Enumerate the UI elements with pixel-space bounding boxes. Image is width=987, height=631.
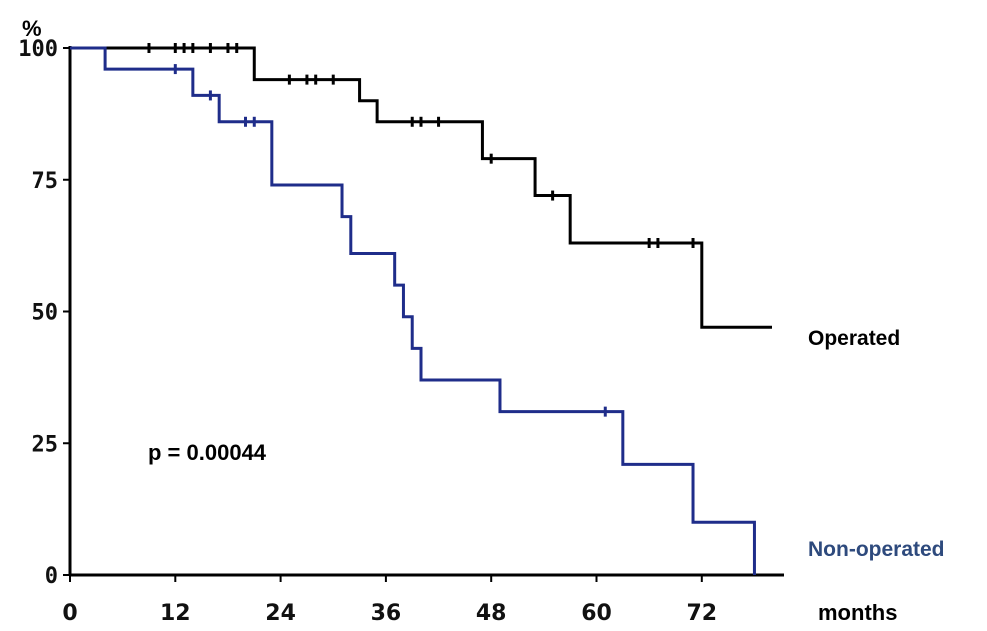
pvalue-annotation: p = 0.00044 — [148, 440, 267, 465]
y-tick-label: 25 — [32, 432, 59, 457]
y-tick-label: 50 — [32, 301, 59, 326]
y-tick-label: 0 — [45, 564, 58, 589]
series-non-operated: Non-operated — [70, 46, 945, 575]
series-operated: Operated — [70, 43, 900, 350]
series-group: Operated Non-operated — [70, 43, 945, 575]
x-tick-label: 0 — [62, 601, 77, 626]
x-tick-label: 12 — [160, 601, 191, 626]
axes — [68, 46, 784, 577]
x-ticks: 0 12 24 36 48 60 72 — [62, 575, 717, 626]
y-ticks: 0 25 50 75 100 — [18, 37, 70, 589]
y-tick-label: 100 — [18, 37, 58, 62]
survival-curve — [70, 46, 772, 329]
y-tick-label: 75 — [32, 169, 59, 194]
x-axis-label: months — [818, 600, 897, 625]
x-tick-label: 60 — [581, 601, 612, 626]
series-label: Operated — [808, 327, 900, 350]
survival-curve — [70, 46, 756, 575]
x-tick-label: 72 — [686, 601, 717, 626]
series-label: Non-operated — [808, 538, 945, 561]
x-tick-label: 36 — [371, 601, 402, 626]
y-axis-label: % — [22, 16, 42, 41]
x-tick-label: 24 — [265, 601, 296, 626]
x-tick-label: 48 — [476, 601, 507, 626]
